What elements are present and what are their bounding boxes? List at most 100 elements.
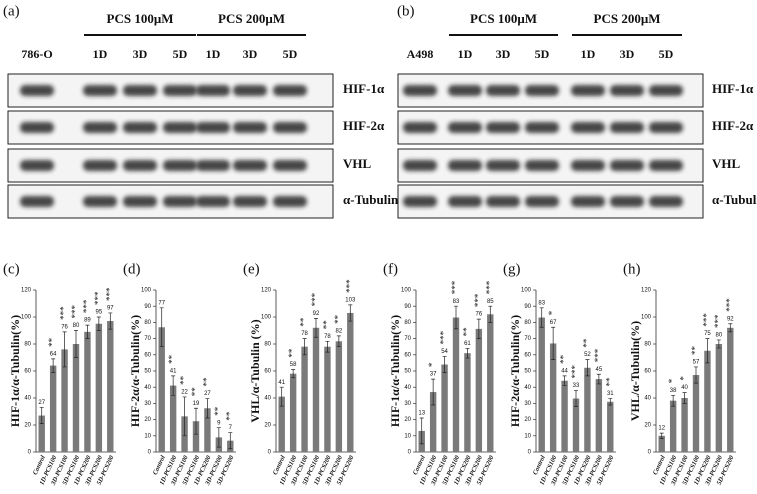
significance: * [667,378,677,383]
blot-band [571,122,605,133]
y-tick-label: 120 [641,288,652,294]
y-tick-label: 60 [404,352,411,358]
blot-band [233,196,267,207]
error-bar [442,356,447,373]
error-bar [716,339,721,349]
panel-label: (f) [383,261,398,277]
error-bar [539,307,544,328]
row-label: VHL [712,156,741,171]
value-label: 40 [681,385,688,391]
y-tick-label: 100 [21,315,32,321]
day-label: 1D [206,47,221,61]
blot-band [123,196,157,207]
bar [669,400,677,452]
y-tick-label: 50 [524,369,531,375]
y-axis-label: HIF-1α/α-Tubulin(%) [8,315,22,427]
y-tick-label: 60 [644,369,651,375]
value-label: 89 [84,318,91,324]
y-tick-label: 20 [524,417,531,423]
error-bar [476,318,481,339]
y-tick-label: 40 [24,396,31,402]
error-bar [574,390,578,407]
significance: *** [93,291,103,305]
significance: *** [344,279,354,293]
blot-band [83,196,117,207]
row-label: HIF-1α [343,81,385,96]
error-bar [671,394,676,407]
panel-label: (g) [503,261,521,277]
y-tick-label: 70 [144,336,151,342]
blot-band [83,85,117,96]
significance: *** [439,330,449,344]
group-label: PCS 200μM [594,11,661,26]
y-tick-label: 100 [141,288,152,294]
y-tick-label: 40 [144,385,151,391]
error-bar [694,366,698,384]
blot-band [486,160,520,171]
significance: *** [473,293,483,307]
value-label: 80 [716,333,723,339]
value-label: 13 [418,411,425,417]
error-bar [562,375,567,386]
significance: ** [201,377,211,387]
significance: ** [333,314,343,324]
value-label: 61 [464,341,471,347]
day-label: 5D [283,47,298,61]
value-label: 64 [50,351,57,357]
bar [61,349,68,452]
row-label: HIF-2α [712,118,754,133]
value-label: 77 [158,300,165,306]
error-bar [596,373,601,385]
significance: ** [604,377,614,387]
day-label: 3D [496,47,511,61]
row-label: α-Tubulin [712,192,757,207]
blot-band [403,160,437,171]
error-bar [454,305,458,330]
significance: *** [81,299,91,313]
value-label: 41 [278,380,285,386]
error-bar [96,316,101,331]
blot-band [448,122,482,133]
blot-band [403,122,437,133]
blot-band [273,160,307,171]
significance: * [547,310,557,315]
y-tick-label: 10 [144,433,151,439]
y-tick-label: 20 [404,417,411,423]
value-label: 58 [290,362,297,368]
value-label: 54 [441,349,448,355]
blot-band [486,122,520,133]
error-bar [608,398,613,406]
y-axis-label: HIF-2α/α-Tubulin(%) [128,315,142,427]
y-tick-label: 0 [268,450,272,456]
value-label: 31 [607,391,614,397]
value-label: 67 [550,320,557,326]
value-label: 75 [704,331,711,337]
value-label: 92 [313,311,320,317]
significance: *** [484,280,494,294]
error-bar [39,407,44,424]
blot-band [610,160,644,171]
y-tick-label: 80 [144,320,151,326]
y-tick-label: 60 [144,352,151,358]
error-bar [228,432,233,450]
control-label: A498 [407,47,434,61]
significance: *** [593,348,603,362]
value-label: 52 [584,352,591,358]
row-label: α-Tubulin [343,192,399,207]
y-tick-label: 50 [404,369,411,375]
error-bar [291,369,296,379]
bar [452,317,460,452]
bar [595,379,603,452]
value-label: 78 [301,331,308,337]
blot-band [649,196,683,207]
group-label: PCS 100μM [107,11,174,26]
bar [278,396,285,452]
y-axis-label: VHL/α-Tubulin(%) [628,321,642,421]
value-label: 44 [561,368,568,374]
bar [538,317,545,452]
blot-band [610,122,644,133]
value-label: 12 [658,426,665,432]
blot-band [610,85,644,96]
significance: ** [167,354,177,364]
blot-band [448,196,482,207]
